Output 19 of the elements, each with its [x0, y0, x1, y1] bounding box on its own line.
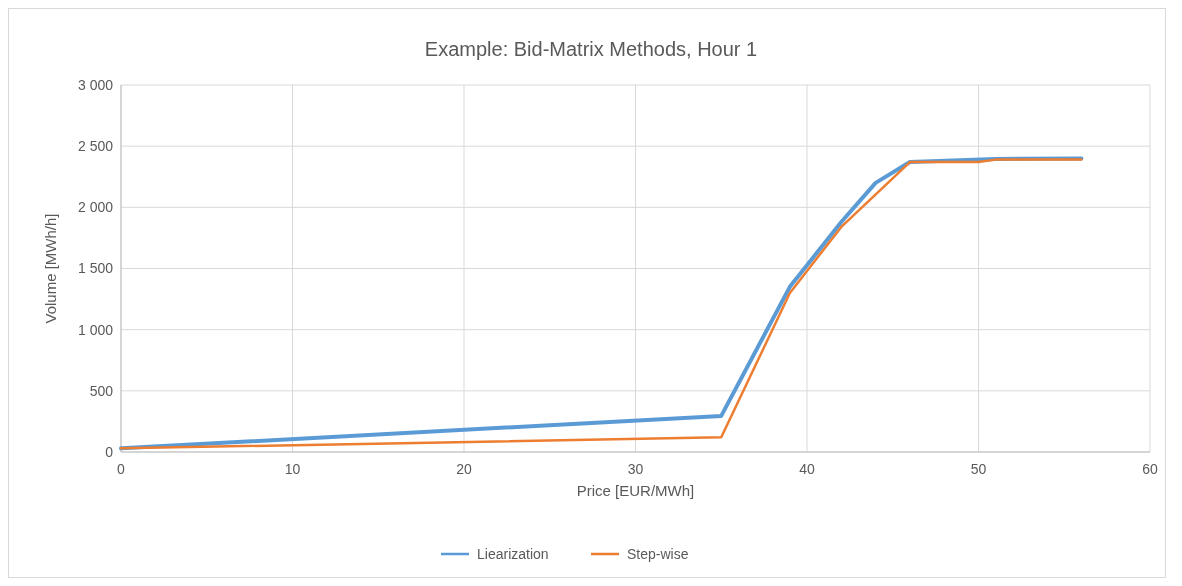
y-tick-label: 500: [89, 382, 114, 399]
legend-label: Step-wise: [627, 545, 689, 562]
x-tick-label: 10: [284, 461, 301, 477]
x-tick-label: 50: [970, 461, 987, 477]
chart-title: Example: Bid-Matrix Methods, Hour 1: [424, 38, 758, 60]
y-tick-label: 3 000: [77, 76, 114, 93]
x-axis-title: Price [EUR/MWh]: [576, 482, 695, 499]
y-axis-title: Volume [MWh/h]: [42, 213, 59, 324]
x-tick-label: 20: [456, 461, 472, 477]
y-tick-label: 2 000: [77, 199, 114, 216]
x-tick-label: 60: [1142, 461, 1158, 477]
y-tick-label: 1 000: [77, 321, 114, 338]
x-tick-label: 0: [117, 461, 126, 477]
y-tick-label: 2 500: [77, 138, 114, 155]
y-tick-label: 0: [105, 443, 114, 460]
x-tick-label: 30: [627, 461, 644, 477]
x-tick-label: 40: [799, 461, 815, 477]
legend-label: Liearization: [477, 545, 549, 562]
y-tick-label: 1 500: [77, 260, 114, 277]
